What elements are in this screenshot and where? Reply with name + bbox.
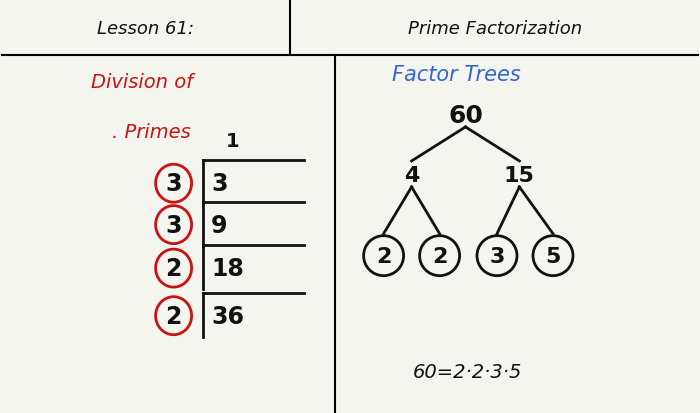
Text: 1: 1: [226, 132, 240, 151]
Text: Factor Trees: Factor Trees: [392, 64, 521, 84]
Text: 60: 60: [448, 104, 483, 128]
Text: . Primes: . Primes: [112, 123, 190, 142]
Text: 18: 18: [211, 256, 244, 280]
Text: 60=2·2·3·5: 60=2·2·3·5: [413, 362, 522, 381]
Text: 15: 15: [504, 166, 535, 185]
Text: 2: 2: [165, 256, 182, 280]
Text: Lesson 61:: Lesson 61:: [97, 20, 194, 38]
Text: 4: 4: [404, 166, 419, 185]
Text: 36: 36: [211, 304, 244, 328]
Text: Division of: Division of: [91, 73, 193, 92]
Text: Prime Factorization: Prime Factorization: [408, 20, 582, 38]
Text: 3: 3: [211, 172, 228, 196]
Text: 2: 2: [432, 246, 447, 266]
Text: 9: 9: [211, 213, 228, 237]
Text: 3: 3: [165, 172, 182, 196]
Text: 3: 3: [489, 246, 505, 266]
Text: 2: 2: [376, 246, 391, 266]
Text: 2: 2: [165, 304, 182, 328]
Text: 3: 3: [165, 213, 182, 237]
Text: 5: 5: [545, 246, 561, 266]
